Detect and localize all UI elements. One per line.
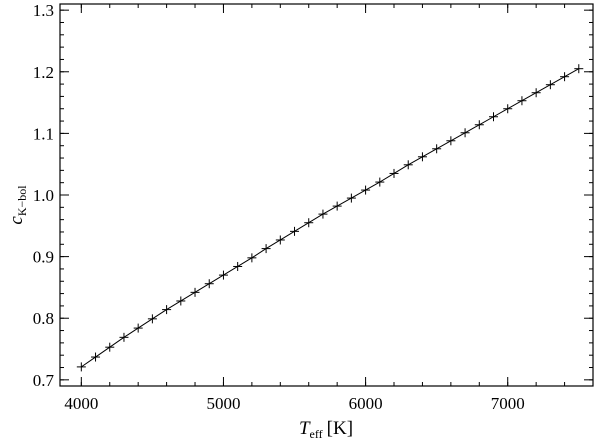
x-tick-label: 5000 <box>206 394 240 413</box>
y-tick-label: 0.8 <box>33 309 54 328</box>
y-tick-label: 0.7 <box>33 371 55 390</box>
data-point <box>375 177 385 187</box>
data-point <box>218 270 228 280</box>
data-point <box>190 287 200 297</box>
data-point <box>119 332 129 342</box>
data-point <box>176 296 186 306</box>
x-tick-label: 4000 <box>64 394 98 413</box>
data-point <box>147 314 157 324</box>
data-point <box>432 144 442 154</box>
data-point <box>76 362 86 372</box>
data-point <box>417 152 427 162</box>
data-point <box>403 160 413 170</box>
data-point <box>560 72 570 82</box>
data-point <box>318 209 328 219</box>
y-tick-label: 0.9 <box>33 248 54 267</box>
y-tick-label: 1.0 <box>33 186 54 205</box>
data-point <box>474 120 484 130</box>
data-point <box>332 201 342 211</box>
data-point <box>545 80 555 90</box>
data-point <box>503 104 513 114</box>
y-tick-label: 1.2 <box>33 63 54 82</box>
data-point <box>247 253 257 263</box>
y-axis-label: cK−bol <box>6 185 29 225</box>
data-point <box>574 64 584 74</box>
data-point <box>133 323 143 333</box>
data-point <box>460 128 470 138</box>
data-point <box>261 244 271 254</box>
y-tick-label: 1.1 <box>33 124 54 143</box>
data-markers <box>76 64 584 372</box>
plot-frame <box>59 3 594 387</box>
x-axis-label: Teff [K] <box>299 418 353 441</box>
tick-labels: 4000 5000 6000 7000 0.7 0.8 0.9 1.0 1.1 1.2 1.3 <box>33 1 525 413</box>
data-point <box>361 185 371 195</box>
x-tick-label: 6000 <box>349 394 383 413</box>
data-point <box>446 136 456 146</box>
data-point <box>162 305 172 315</box>
data-point <box>531 88 541 98</box>
data-point <box>105 342 115 352</box>
data-point <box>233 261 243 271</box>
data-point <box>304 218 314 228</box>
data-point <box>275 235 285 245</box>
y-tick-label: 1.3 <box>33 1 54 20</box>
data-point <box>290 226 300 236</box>
series-line <box>81 68 580 368</box>
data-point <box>489 112 499 122</box>
data-point <box>346 193 356 203</box>
data-point <box>517 96 527 106</box>
data-point <box>389 168 399 178</box>
data-point <box>204 279 214 289</box>
ticks <box>60 4 594 386</box>
x-tick-label: 7000 <box>491 394 525 413</box>
data-point <box>91 352 101 362</box>
